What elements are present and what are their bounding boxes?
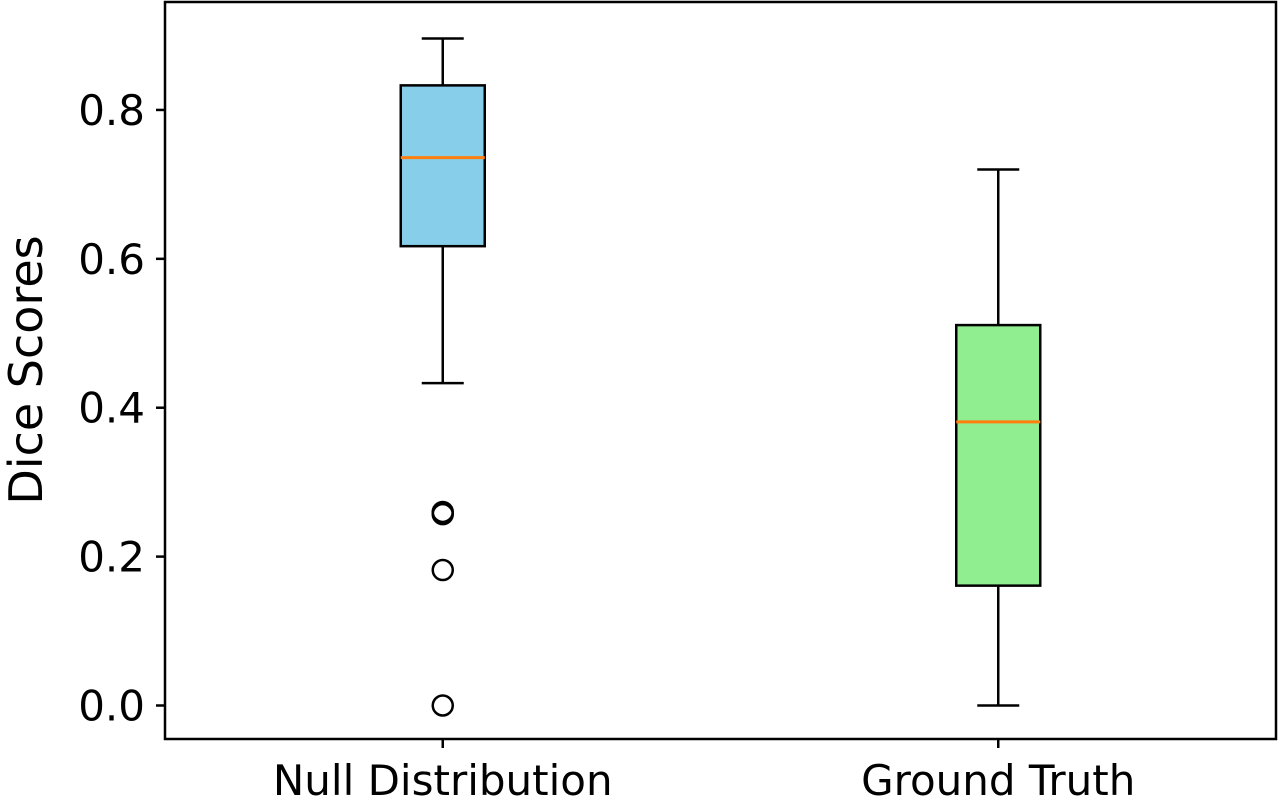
y-tick-label: 0.8 — [78, 86, 145, 135]
x-tick-label: Ground Truth — [861, 756, 1135, 799]
boxes — [399, 37, 1042, 717]
y-tick-label: 0.2 — [78, 533, 145, 582]
outlier-point — [431, 502, 454, 526]
x-tick-label: Null Distribution — [273, 756, 613, 799]
y-tick-label: 0.0 — [78, 682, 145, 731]
x-axis: Null Distribution Ground Truth — [273, 739, 1135, 799]
outlier-point — [431, 558, 454, 582]
iqr-box — [399, 84, 486, 248]
y-axis: 0.0 0.2 0.4 0.6 0.8 — [78, 86, 165, 731]
outlier-point — [431, 694, 454, 717]
box-group — [955, 168, 1042, 707]
y-tick-label: 0.4 — [78, 384, 145, 433]
y-tick-label: 0.6 — [78, 235, 145, 284]
iqr-box — [955, 323, 1042, 587]
box-group — [399, 37, 486, 717]
plot-frame — [163, 0, 1278, 741]
y-axis-label: Dice Scores — [0, 235, 53, 504]
